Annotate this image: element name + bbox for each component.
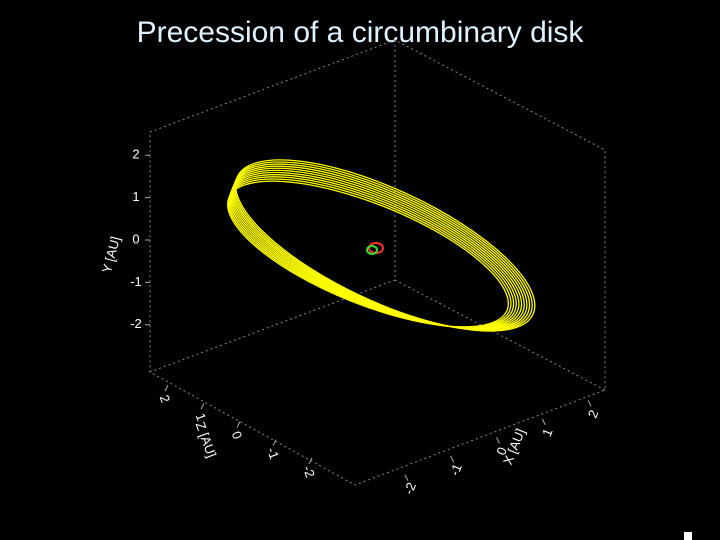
y-tick-label: 2 (132, 147, 139, 162)
z-tick-label: 0 (229, 429, 246, 441)
slide-marker (684, 532, 692, 540)
y-tick-label: 0 (132, 231, 139, 246)
z-tick (308, 457, 313, 465)
x-tick (541, 418, 546, 426)
x-tick (450, 455, 455, 463)
z-tick (236, 421, 241, 428)
x-tick (404, 474, 409, 481)
z-tick-label: -1 (264, 445, 282, 461)
y-tick-label: -1 (130, 274, 142, 289)
z-tick (164, 384, 169, 392)
z-tick-label: -2 (300, 464, 318, 480)
z-tick (200, 403, 205, 410)
z-tick (272, 439, 277, 446)
y-tick-label: -2 (130, 316, 142, 331)
cube (149, 39, 606, 486)
z-tick-label: 2 (157, 393, 174, 405)
x-tick (587, 400, 592, 407)
x-tick-label: -1 (447, 462, 465, 478)
z-tick-label: 1 (193, 411, 210, 423)
x-tick (496, 437, 500, 444)
disk-ring (234, 159, 536, 332)
disk (227, 159, 536, 332)
chart-title: Precession of a circumbinary disk (137, 16, 585, 49)
star-orbit (366, 245, 378, 255)
y-tick-label: 1 (132, 189, 139, 204)
x-tick-label: -2 (401, 480, 419, 496)
cube-edge (149, 279, 396, 373)
